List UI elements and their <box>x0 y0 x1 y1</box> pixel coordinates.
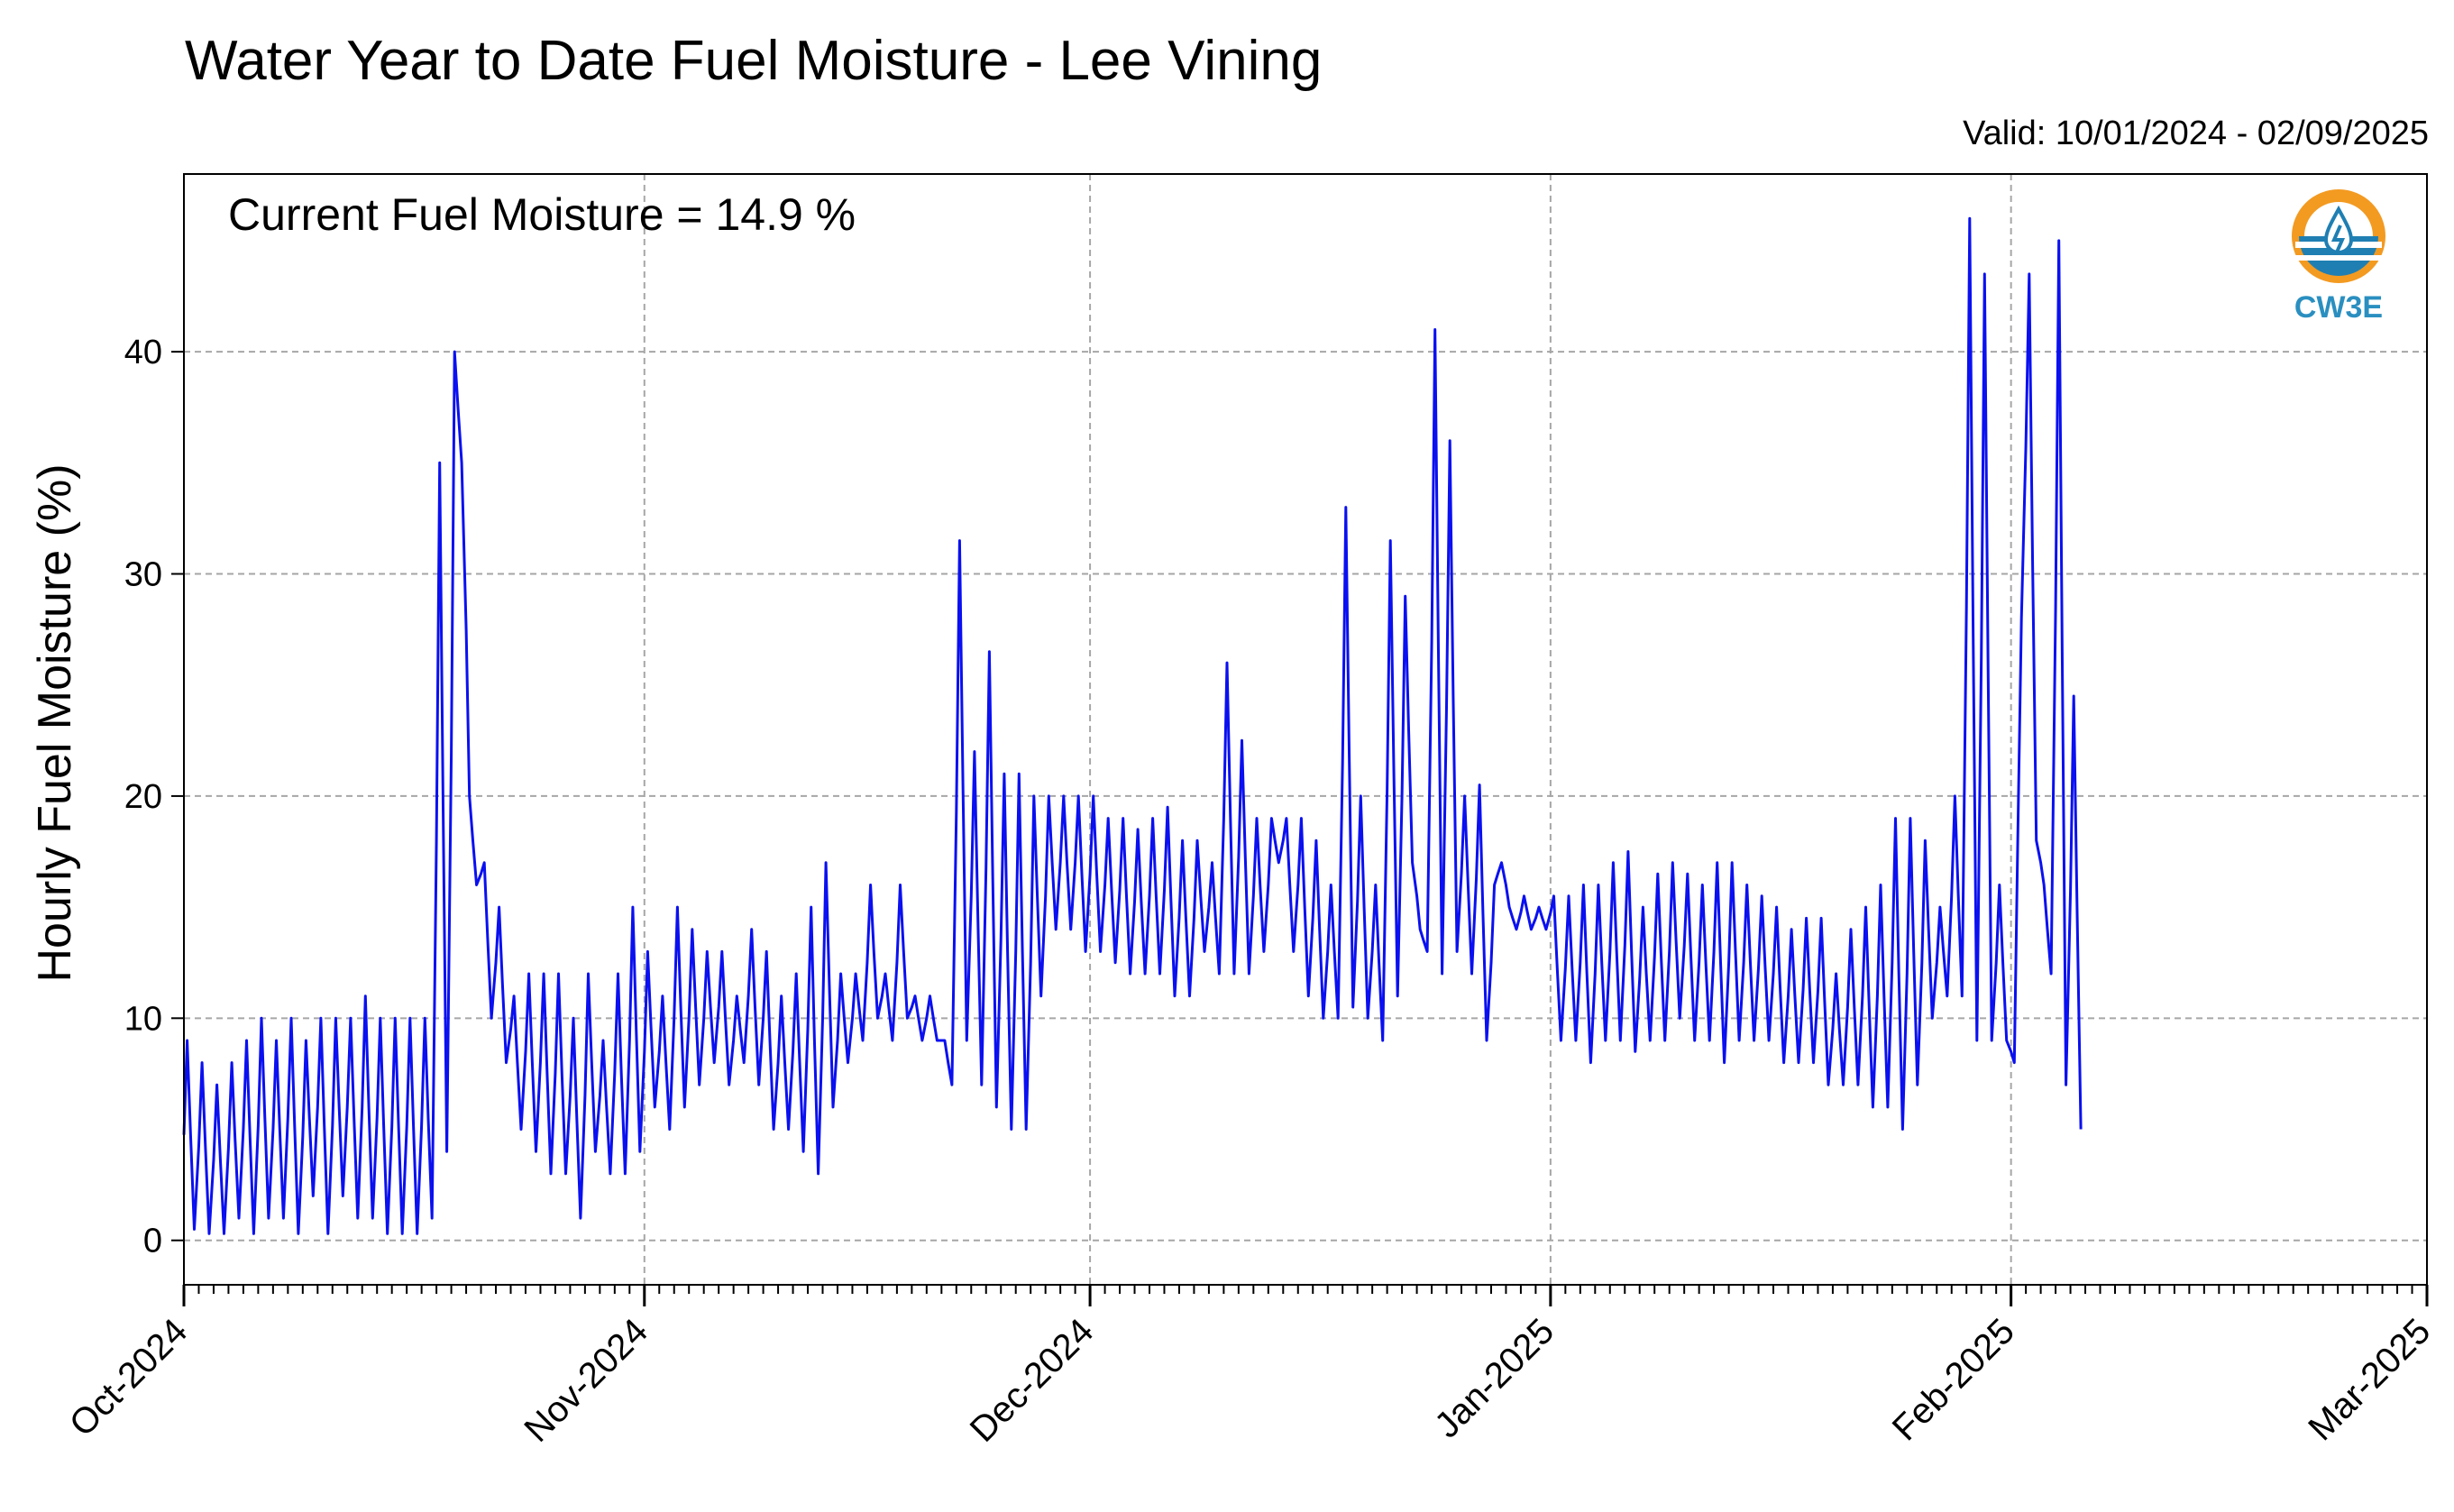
data-series <box>182 216 2083 1235</box>
fuel-moisture-line <box>182 216 2083 1235</box>
cw3e-logo: CW3E <box>2292 189 2385 325</box>
y-tick-label: 30 <box>124 556 162 594</box>
logo-label: CW3E <box>2294 290 2383 325</box>
chart-title: Water Year to Date Fuel Moisture - Lee V… <box>185 30 1322 92</box>
y-tick-label: 40 <box>124 334 162 371</box>
water-drop-icon <box>2292 189 2385 283</box>
valid-date-range: Valid: 10/01/2024 - 02/09/2025 <box>1963 115 2429 152</box>
plot-area-border <box>183 173 2428 1286</box>
current-fuel-moisture-annotation: Current Fuel Moisture = 14.9 % <box>228 189 856 240</box>
y-tick-label: 20 <box>124 778 162 816</box>
y-tick-label: 10 <box>124 1000 162 1038</box>
y-axis-label: Hourly Fuel Moisture (%) <box>29 463 81 982</box>
y-tick-label: 0 <box>143 1223 162 1260</box>
